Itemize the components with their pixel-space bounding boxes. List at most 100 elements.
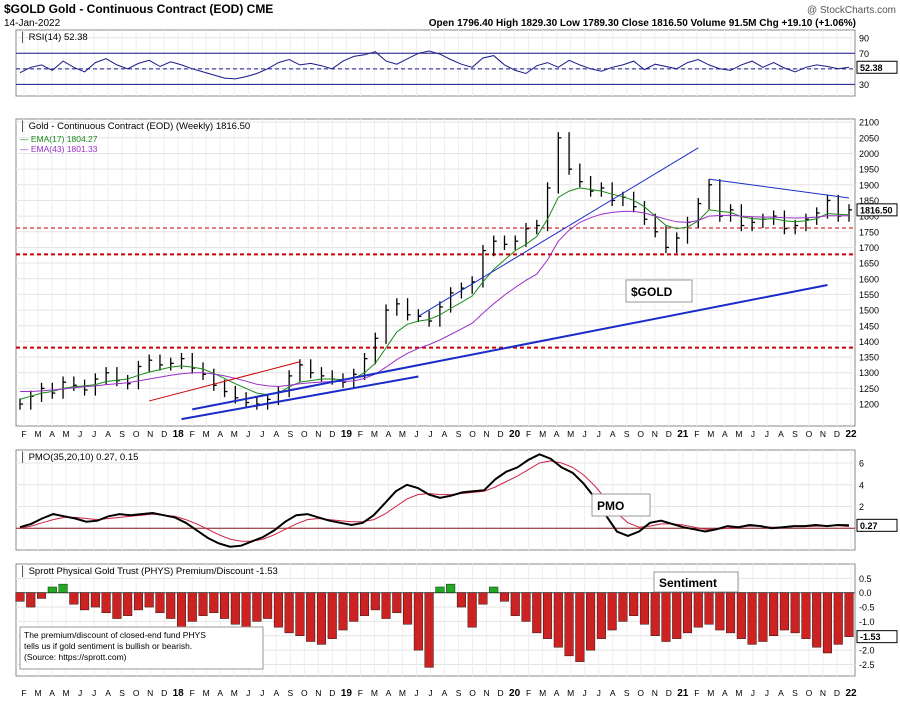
x-tick-label: F bbox=[358, 688, 363, 698]
y-tick-label: 0.0 bbox=[859, 588, 872, 598]
y-tick-label: 1600 bbox=[859, 274, 879, 284]
x-tick-label: 22 bbox=[845, 688, 857, 699]
sentiment-bar bbox=[596, 592, 606, 639]
x-tick-label: D bbox=[834, 429, 840, 439]
x-tick-label: S bbox=[119, 688, 125, 698]
x-tick-label: S bbox=[792, 688, 798, 698]
sentiment-bar bbox=[133, 592, 143, 611]
x-tick-label: M bbox=[567, 429, 574, 439]
y-tick-label: 4 bbox=[859, 480, 864, 490]
x-tick-label: M bbox=[707, 688, 714, 698]
y-tick-label: 1950 bbox=[859, 165, 879, 175]
y-tick-label: -2.0 bbox=[859, 646, 875, 656]
x-tick-label: M bbox=[203, 429, 210, 439]
x-tick-label: N bbox=[147, 688, 153, 698]
y-tick-label: 1800 bbox=[859, 212, 879, 222]
annotation-label: PMO bbox=[597, 499, 624, 513]
sentiment-bar bbox=[273, 592, 283, 628]
x-tick-label: S bbox=[119, 429, 125, 439]
sentiment-bar bbox=[607, 592, 617, 631]
sentiment-bar bbox=[693, 592, 703, 628]
note-line: tells us if gold sentiment is bullish or… bbox=[24, 641, 192, 651]
sentiment-bar bbox=[446, 583, 456, 593]
x-tick-label: A bbox=[442, 688, 448, 698]
panel-frame bbox=[15, 29, 856, 97]
x-tick-label: A bbox=[778, 429, 784, 439]
x-tick-label: M bbox=[231, 429, 238, 439]
legend-ema43: — EMA(43) 1801.33 bbox=[20, 144, 98, 154]
y-tick-label: 1250 bbox=[859, 384, 879, 394]
x-tick-label: N bbox=[483, 429, 489, 439]
sentiment-bar bbox=[403, 592, 413, 625]
sentiment-bar bbox=[370, 592, 380, 611]
sentiment-bar bbox=[543, 592, 553, 639]
sentiment-bar bbox=[499, 592, 509, 602]
x-tick-label: O bbox=[133, 429, 140, 439]
sentiment-bar bbox=[166, 592, 176, 619]
note-box bbox=[19, 626, 264, 670]
sentiment-bar bbox=[564, 592, 574, 657]
y-tick-label: 6 bbox=[859, 459, 864, 469]
sentiment-bar bbox=[230, 592, 240, 625]
sentiment-bar bbox=[37, 592, 47, 599]
sentiment-bar bbox=[241, 592, 251, 631]
sentiment-bar bbox=[844, 592, 854, 637]
x-tick-label: S bbox=[287, 429, 293, 439]
y-tick-label: 1700 bbox=[859, 243, 879, 253]
x-tick-label: J bbox=[751, 429, 755, 439]
y-tick-label: 1350 bbox=[859, 353, 879, 363]
note-line: The premium/discount of closed-end fund … bbox=[24, 630, 206, 640]
x-tick-label: S bbox=[624, 688, 630, 698]
watermark: @ StockCharts.com bbox=[807, 5, 896, 16]
sentiment-bar bbox=[650, 592, 660, 636]
x-tick-label: O bbox=[637, 429, 644, 439]
sentiment-bar bbox=[661, 592, 671, 642]
x-tick-label: F bbox=[21, 688, 26, 698]
x-tick-label: J bbox=[414, 429, 418, 439]
x-tick-label: S bbox=[456, 688, 462, 698]
x-tick-label: J bbox=[765, 688, 769, 698]
annotation-label: Sentiment bbox=[659, 576, 717, 590]
panel-title: │ Sprott Physical Gold Trust (PHYS) Prem… bbox=[20, 565, 278, 577]
sentiment-bar bbox=[532, 592, 542, 634]
x-tick-label: D bbox=[834, 688, 840, 698]
x-tick-label: A bbox=[105, 688, 111, 698]
x-tick-label: F bbox=[526, 688, 531, 698]
x-tick-label: A bbox=[217, 688, 223, 698]
x-tick-label: A bbox=[554, 429, 560, 439]
x-tick-label: O bbox=[806, 429, 813, 439]
sentiment-bar bbox=[801, 592, 811, 639]
last-value-box bbox=[856, 518, 898, 532]
panel-title: │ RSI(14) 52.38 bbox=[20, 31, 88, 43]
x-tick-label: A bbox=[778, 688, 784, 698]
x-tick-label: J bbox=[414, 688, 418, 698]
x-tick-label: A bbox=[105, 429, 111, 439]
sentiment-bar bbox=[284, 592, 294, 634]
x-tick-label: J bbox=[78, 688, 82, 698]
x-tick-label: M bbox=[735, 429, 742, 439]
x-tick-label: D bbox=[666, 688, 672, 698]
ema43-line bbox=[20, 210, 849, 392]
x-tick-label: M bbox=[539, 429, 546, 439]
x-tick-label: M bbox=[203, 688, 210, 698]
x-tick-label: M bbox=[34, 429, 41, 439]
y-tick-label: 0.5 bbox=[859, 574, 872, 584]
x-tick-label: D bbox=[498, 429, 504, 439]
x-tick-label: J bbox=[428, 688, 432, 698]
x-tick-label: D bbox=[666, 429, 672, 439]
last-value-box bbox=[856, 60, 898, 74]
x-tick-label: J bbox=[260, 688, 264, 698]
x-tick-label: N bbox=[820, 429, 826, 439]
sentiment-bar bbox=[327, 592, 337, 639]
sentiment-bar bbox=[413, 592, 423, 651]
y-tick-label: 2100 bbox=[859, 118, 879, 128]
x-tick-label: J bbox=[765, 429, 769, 439]
x-tick-label: S bbox=[624, 429, 630, 439]
last-value-label: -1.53 bbox=[860, 632, 881, 642]
x-tick-label: J bbox=[246, 429, 250, 439]
x-tick-label: M bbox=[231, 688, 238, 698]
y-tick-label: 1750 bbox=[859, 227, 879, 237]
x-tick-label: J bbox=[92, 688, 96, 698]
sentiment-bar bbox=[176, 592, 187, 628]
